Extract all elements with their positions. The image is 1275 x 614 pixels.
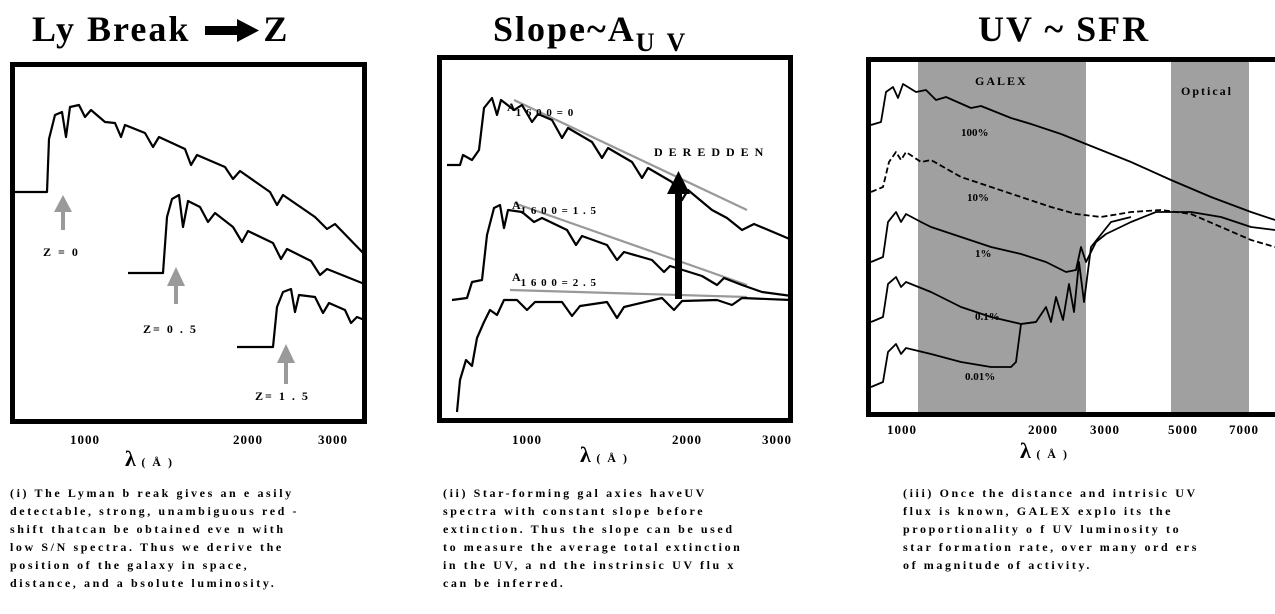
- caption-line: detectable, strong, unambiguous red -: [10, 504, 300, 518]
- panel3-tick-2000: 2000: [1028, 422, 1058, 437]
- label-a25: A1 6 0 0 = 2 . 5: [512, 270, 597, 289]
- label-z0: Z = 0: [43, 245, 80, 259]
- curve-label-10: 10%: [967, 192, 989, 204]
- panel1-title-z: Z: [263, 9, 290, 49]
- optical-band: [1171, 62, 1249, 412]
- caption-line: (ii) Star-forming gal axies haveUV: [443, 486, 707, 500]
- caption-line: (i) The Lyman b reak gives an e asily: [10, 486, 294, 500]
- panel2-tick-3000: 3000: [762, 432, 792, 447]
- spectrum-a0: [447, 96, 788, 240]
- caption-line: position of the galaxy in space,: [10, 558, 250, 572]
- spectrum-a15: [451, 203, 788, 302]
- spectrum-a25: [455, 296, 788, 413]
- panel3-tick-3000: 3000: [1090, 422, 1120, 437]
- label-a0-sub: 1 6 0 0 = 0: [515, 107, 575, 119]
- label-z05: Z= 0 . 5: [143, 322, 198, 336]
- panel3-spectra: [871, 62, 1275, 412]
- curve-label-0.01: 0.01%: [965, 371, 996, 383]
- spectrum-z0: [15, 103, 362, 254]
- caption-line: low S/N spectra. Thus we derive the: [10, 540, 284, 554]
- label-a15-sub: 1 6 0 0 = 1 . 5: [520, 205, 597, 217]
- lambda-symbol: λ: [1020, 438, 1031, 463]
- curve-label-100: 100%: [961, 127, 989, 139]
- caption-line: proportionality o f UV luminosity to: [903, 522, 1182, 536]
- panel2-title-text: Slope~A: [493, 9, 636, 49]
- curve-100pct: [871, 83, 1275, 221]
- curve-label-1: 1%: [975, 248, 992, 260]
- panel3-spectrum-plot: GALEX Optical 100% 10% 1% 0.1% 0.01%: [866, 57, 1275, 417]
- panel1-tick-2000: 2000: [233, 432, 263, 447]
- caption-line: in the UV, a nd the instrinsic UV flu x: [443, 558, 736, 572]
- panel1-spectrum-plot: Z = 0 Z= 0 . 5 Z= 1 . 5: [10, 62, 367, 424]
- caption-line: distance, and a bsolute luminosity.: [10, 576, 277, 590]
- lambda-symbol: λ: [125, 446, 136, 471]
- label-a25-a: A: [512, 270, 521, 284]
- panel1-x-axis-label: λ ( Å ): [125, 446, 174, 472]
- galex-band: [918, 62, 1086, 412]
- spectrum-z15: [237, 287, 362, 349]
- curve-label-0.1: 0.1%: [975, 311, 1000, 323]
- panel2-title-subscript: U V: [635, 28, 689, 57]
- panel2-x-axis-label: λ ( Å ): [580, 442, 629, 468]
- panel3-tick-1000: 1000: [887, 422, 917, 437]
- panel1-title-text: Ly Break: [32, 9, 191, 49]
- curve-0.01pct: [871, 321, 1037, 388]
- caption-line: extinction. Thus the slope can be used: [443, 522, 735, 536]
- deredden-label: DEREDDEN: [654, 145, 770, 159]
- label-a15-a: A: [512, 198, 521, 212]
- caption-line: to measure the average total extinction: [443, 540, 743, 554]
- panel1-title: Ly Break Z: [32, 8, 289, 50]
- label-a15: A1 6 0 0 = 1 . 5: [512, 198, 597, 217]
- panel1-spectra: [15, 103, 362, 384]
- panel3-tick-7000: 7000: [1229, 422, 1259, 437]
- label-z15: Z= 1 . 5: [255, 389, 310, 403]
- panel2-spectrum-plot: A1 6 0 0 = 0 A1 6 0 0 = 1 . 5 A1 6 0 0 =…: [437, 55, 793, 423]
- label-a0: A1 6 0 0 = 0: [507, 100, 574, 119]
- angstrom-unit: ( Å ): [596, 451, 629, 465]
- curve-10pct: [871, 151, 1275, 248]
- panel2-tick-2000: 2000: [672, 432, 702, 447]
- caption-line: (iii) Once the distance and intrisic UV: [903, 486, 1198, 500]
- caption-line: of magnitude of activity.: [903, 558, 1092, 572]
- lambda-symbol: λ: [580, 442, 591, 467]
- caption-line: spectra with constant slope before: [443, 504, 706, 518]
- panel1-tick-3000: 3000: [318, 432, 348, 447]
- panel3-tick-5000: 5000: [1168, 422, 1198, 437]
- panel3-title: UV ~ SFR: [978, 9, 1151, 49]
- curve-0.1pct: [871, 216, 1132, 325]
- panel2-title: Slope~AU V: [493, 8, 688, 58]
- band-label-optical: Optical: [1181, 84, 1233, 98]
- spectrum-z05: [128, 193, 362, 285]
- caption-line: shift thatcan be obtained eve n with: [10, 522, 286, 536]
- band-label-galex: GALEX: [975, 74, 1028, 88]
- panel2-tick-1000: 1000: [512, 432, 542, 447]
- panel2-spectra: [447, 96, 788, 413]
- panel3-x-axis-label: λ ( Å ): [1020, 438, 1069, 464]
- curve-1pct: [871, 211, 1275, 273]
- angstrom-unit: ( Å ): [1036, 447, 1069, 461]
- caption-line: flux is known, GALEX explo its the: [903, 504, 1174, 518]
- panel1-tick-1000: 1000: [70, 432, 100, 447]
- label-a25-sub: 1 6 0 0 = 2 . 5: [520, 277, 597, 289]
- label-a0-a: A: [507, 100, 516, 114]
- right-arrow-icon: [205, 19, 260, 42]
- angstrom-unit: ( Å ): [141, 455, 174, 469]
- caption-line: can be inferred.: [443, 576, 566, 590]
- caption-line: star formation rate, over many ord ers: [903, 540, 1199, 554]
